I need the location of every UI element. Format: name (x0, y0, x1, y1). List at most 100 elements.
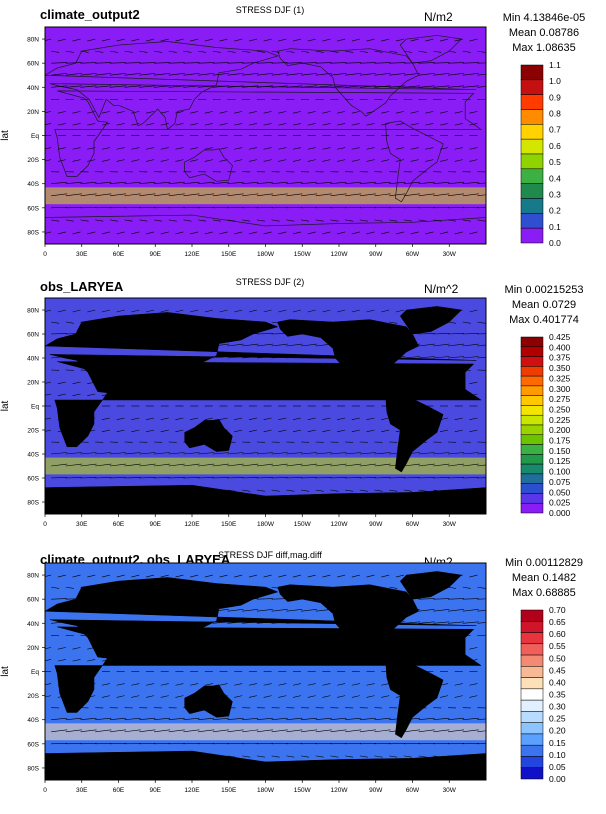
stress-vector (395, 381, 404, 385)
stress-vector (116, 695, 125, 698)
stress-vector (227, 85, 244, 88)
stress-vector (204, 309, 213, 313)
stress-vector (286, 621, 303, 624)
stress-vector (410, 38, 419, 42)
stress-vector (454, 123, 463, 126)
stress-vector (51, 452, 68, 455)
stress-vector (87, 123, 96, 126)
stress-vector (389, 729, 406, 733)
stress-vector (345, 333, 362, 335)
stress-vector (366, 695, 375, 698)
stress-vector (256, 742, 273, 745)
stress-vector (190, 381, 199, 385)
stress-vector (212, 321, 221, 324)
stress-vector (315, 477, 332, 479)
stress-vector (292, 381, 302, 385)
stress-vector (227, 586, 236, 589)
stress-vector (183, 85, 200, 88)
stress-vector (351, 159, 360, 162)
stress-vector (278, 309, 287, 313)
stress-vector (330, 621, 347, 624)
stress-vector (469, 159, 478, 162)
stress-vector (198, 321, 207, 324)
stress-vector (51, 85, 68, 88)
stress-vector (337, 38, 346, 42)
stress-vector (101, 123, 110, 126)
stress-vector (292, 231, 302, 235)
stress-vector (65, 85, 82, 88)
stress-vector (322, 123, 331, 126)
panel-stat: Mean 0.1482 (512, 572, 576, 584)
stress-vector (447, 181, 465, 185)
stress-vector (139, 755, 148, 758)
stress-vector (425, 111, 434, 114)
stress-vector (330, 181, 347, 185)
stress-vector (439, 417, 449, 420)
stress-vector (51, 742, 68, 745)
stress-vector (242, 586, 251, 589)
stress-vector (124, 452, 141, 455)
stress-vector (145, 231, 155, 235)
stress-vector (374, 598, 391, 600)
stress-vector (374, 609, 391, 612)
stress-vector (154, 477, 171, 479)
x-tick-label: 60W (406, 521, 420, 528)
stress-vector (190, 231, 199, 235)
stress-vector (248, 309, 257, 313)
stress-vector (403, 193, 420, 197)
stress-vector (418, 73, 435, 76)
stress-vector (418, 463, 435, 467)
stress-vector (72, 309, 81, 313)
stress-vector (234, 767, 243, 771)
stress-vector (219, 647, 228, 650)
stress-vector (410, 695, 419, 698)
stress-vector (227, 598, 244, 600)
stress-vector (219, 695, 228, 698)
stress-vector (462, 62, 479, 64)
stress-vector (109, 333, 126, 335)
stress-vector (389, 206, 406, 209)
stress-vector (248, 417, 257, 420)
stress-vector (204, 659, 213, 662)
stress-vector (292, 659, 302, 662)
stress-vector (425, 767, 434, 771)
stress-vector (477, 73, 486, 76)
stress-vector (263, 123, 272, 126)
stress-vector (439, 38, 449, 42)
map-plot-area (45, 563, 486, 780)
stress-vector (190, 574, 199, 578)
x-tick-label: 30E (76, 251, 88, 258)
colorbar-swatch (520, 227, 544, 244)
stress-vector (101, 659, 110, 662)
y-tick-label: 40S (27, 181, 39, 188)
stress-vector (418, 586, 427, 589)
stress-vector (219, 574, 228, 578)
stress-vector (301, 742, 318, 745)
stress-vector (242, 742, 259, 745)
stress-vector (307, 417, 316, 420)
stress-vector (80, 489, 89, 492)
colorbar-level-label: 0.250 (549, 404, 571, 414)
stress-vector (219, 429, 228, 433)
stress-vector (160, 381, 169, 385)
y-tick-label: 60N (27, 597, 39, 604)
stress-vector (286, 333, 303, 335)
stress-vector (183, 193, 200, 197)
stress-vector (263, 767, 272, 771)
stress-vector (204, 38, 213, 42)
stress-vector (395, 417, 404, 420)
y-tick-label: 80S (27, 500, 39, 507)
stress-vector (234, 417, 243, 420)
stress-vector (410, 123, 419, 126)
stress-vector (131, 309, 140, 313)
stress-vector (337, 393, 346, 396)
x-tick-label: 120W (331, 787, 349, 794)
stress-vector (124, 598, 141, 600)
stress-vector (145, 429, 155, 433)
stress-vector (345, 181, 362, 185)
stress-vector (139, 333, 156, 335)
stress-vector (72, 647, 81, 650)
stress-vector (263, 111, 272, 114)
stress-vector (374, 343, 391, 347)
stress-vector (395, 429, 404, 433)
